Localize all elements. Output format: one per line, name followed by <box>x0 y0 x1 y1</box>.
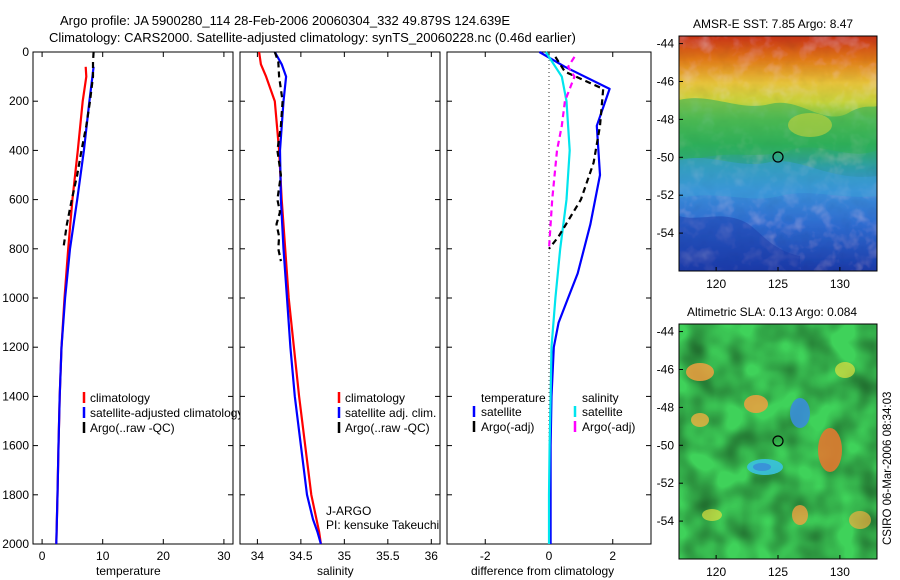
y-tick-label: 1400 <box>2 389 29 403</box>
difference-panel: -2 0 2 temperature salinity satellite Argo… <box>446 51 652 578</box>
x-tick-label: 36 <box>425 549 439 563</box>
sla-map-title: Altimetric SLA: 0.13 Argo: 0.084 <box>687 305 857 319</box>
map-y-tick-label: -50 <box>657 150 675 164</box>
series-line-2 <box>62 51 95 249</box>
map-y-tick-label: -46 <box>657 74 675 88</box>
map-y-tick-label: -52 <box>657 476 675 490</box>
legend-label-temp-argo: Argo(-adj) <box>481 420 534 434</box>
series-line-1 <box>55 66 95 545</box>
map-y-tick-label: -46 <box>657 362 675 376</box>
float-position-marker <box>772 151 784 163</box>
legend-label-satellite: satellite adj. clim. <box>345 406 436 420</box>
series-line-1 <box>544 51 571 544</box>
x-tick-label: 0 <box>546 549 553 563</box>
x-tick-label: 34.5 <box>289 549 313 563</box>
temperature-xlabel: temperature <box>96 564 161 578</box>
temperature-axes-box <box>32 51 234 545</box>
y-tick-label: 1800 <box>2 488 29 502</box>
salinity-annotation-programme: J-ARGO <box>326 504 371 518</box>
map-x-tick-label: 120 <box>706 277 726 291</box>
salinity-panel: 34 34.5 35 35.5 36 climatology satellite adj… <box>239 51 441 578</box>
difference-series <box>538 51 611 544</box>
map-x-tick-label: 120 <box>706 565 726 579</box>
y-tick-label: 400 <box>9 143 29 157</box>
map-x-tick-label: 125 <box>768 277 788 291</box>
map-y-tick-label: -48 <box>657 400 675 414</box>
x-tick-label: -2 <box>480 549 491 563</box>
map-y-tick-label: -50 <box>657 438 675 452</box>
series-line-0 <box>258 51 322 545</box>
temperature-legend: climatology satellite-adjusted climatolo… <box>82 391 243 435</box>
legend-label-sal-argo: Argo(-adj) <box>582 420 635 434</box>
x-tick-label: 35 <box>338 549 352 563</box>
y-tick-label: 800 <box>9 242 29 256</box>
difference-legend: temperature salinity satellite Argo(-adj… <box>472 391 635 434</box>
legend-label-sal-satellite: satellite <box>582 405 623 419</box>
y-tick-label: 1200 <box>2 340 29 354</box>
chart-title-line1: Argo profile: JA 5900280_114 28-Feb-2006… <box>60 13 510 28</box>
map-y-tick-label: -54 <box>657 514 675 528</box>
x-tick-label: 30 <box>217 549 231 563</box>
y-tick-label: 0 <box>22 45 29 59</box>
temperature-panel: 0 10 20 30 0 200 400 600 800 1000 1200 1400 1600 1800… <box>2 45 243 578</box>
x-tick-label: 0 <box>39 549 46 563</box>
legend-label-argo: Argo(..raw -QC) <box>90 421 175 435</box>
difference-xlabel: difference from climatology <box>471 564 614 578</box>
float-position-marker <box>772 435 784 447</box>
map-y-tick-label: -44 <box>657 325 675 339</box>
legend-label-argo: Argo(..raw -QC) <box>345 421 430 435</box>
temperature-series <box>55 51 95 545</box>
series-line-1 <box>273 51 322 545</box>
legend-title-temperature: temperature <box>481 391 546 405</box>
sst-map-image <box>679 36 877 271</box>
series-line-3 <box>547 56 576 249</box>
map-y-tick-label: -48 <box>657 112 675 126</box>
series-line-2 <box>548 56 605 250</box>
y-tick-label: 1000 <box>2 291 29 305</box>
x-tick-label: 35.5 <box>376 549 400 563</box>
credit-timestamp: CSIRO 06-Mar-2006 08:34:03 <box>882 392 894 545</box>
sla-map-panel: Altimetric SLA: 0.13 Argo: 0.084 120 125 1… <box>657 305 878 579</box>
sst-map-panel: AMSR-E SST: 7.85 Argo: 8.47 120 125 130 -44… <box>657 17 878 291</box>
chart-title-line2: Climatology: CARS2000. Satellite-adjuste… <box>49 30 576 45</box>
x-tick-label: 34 <box>251 549 265 563</box>
x-tick-label: 10 <box>96 549 110 563</box>
salinity-legend: climatology satellite adj. clim. Argo(..… <box>337 391 436 435</box>
map-x-tick-label: 130 <box>830 565 850 579</box>
sst-map-title: AMSR-E SST: 7.85 Argo: 8.47 <box>693 17 853 31</box>
sla-map-image <box>679 324 877 559</box>
map-y-tick-label: -44 <box>657 37 675 51</box>
salinity-series <box>258 51 322 545</box>
y-tick-label: 1600 <box>2 439 29 453</box>
map-y-tick-label: -52 <box>657 188 675 202</box>
map-y-tick-label: -54 <box>657 226 675 240</box>
legend-label-temp-satellite: satellite <box>481 405 522 419</box>
x-tick-label: 2 <box>609 549 616 563</box>
legend-title-salinity: salinity <box>582 391 619 405</box>
y-tick-label: 600 <box>9 193 29 207</box>
series-line-2 <box>273 51 284 262</box>
legend-label-climatology: climatology <box>345 391 405 405</box>
y-tick-label: 200 <box>9 94 29 108</box>
x-tick-label: 20 <box>157 549 171 563</box>
y-tick-label: 2000 <box>2 537 29 551</box>
salinity-axes-box <box>239 51 441 545</box>
legend-label-climatology: climatology <box>90 391 150 405</box>
map-x-tick-label: 130 <box>830 277 850 291</box>
salinity-xlabel: salinity <box>317 564 354 578</box>
legend-label-satellite: satellite-adjusted climatology <box>90 406 243 420</box>
salinity-annotation-pi: PI: kensuke Takeuchi <box>326 518 439 532</box>
map-x-tick-label: 125 <box>768 565 788 579</box>
